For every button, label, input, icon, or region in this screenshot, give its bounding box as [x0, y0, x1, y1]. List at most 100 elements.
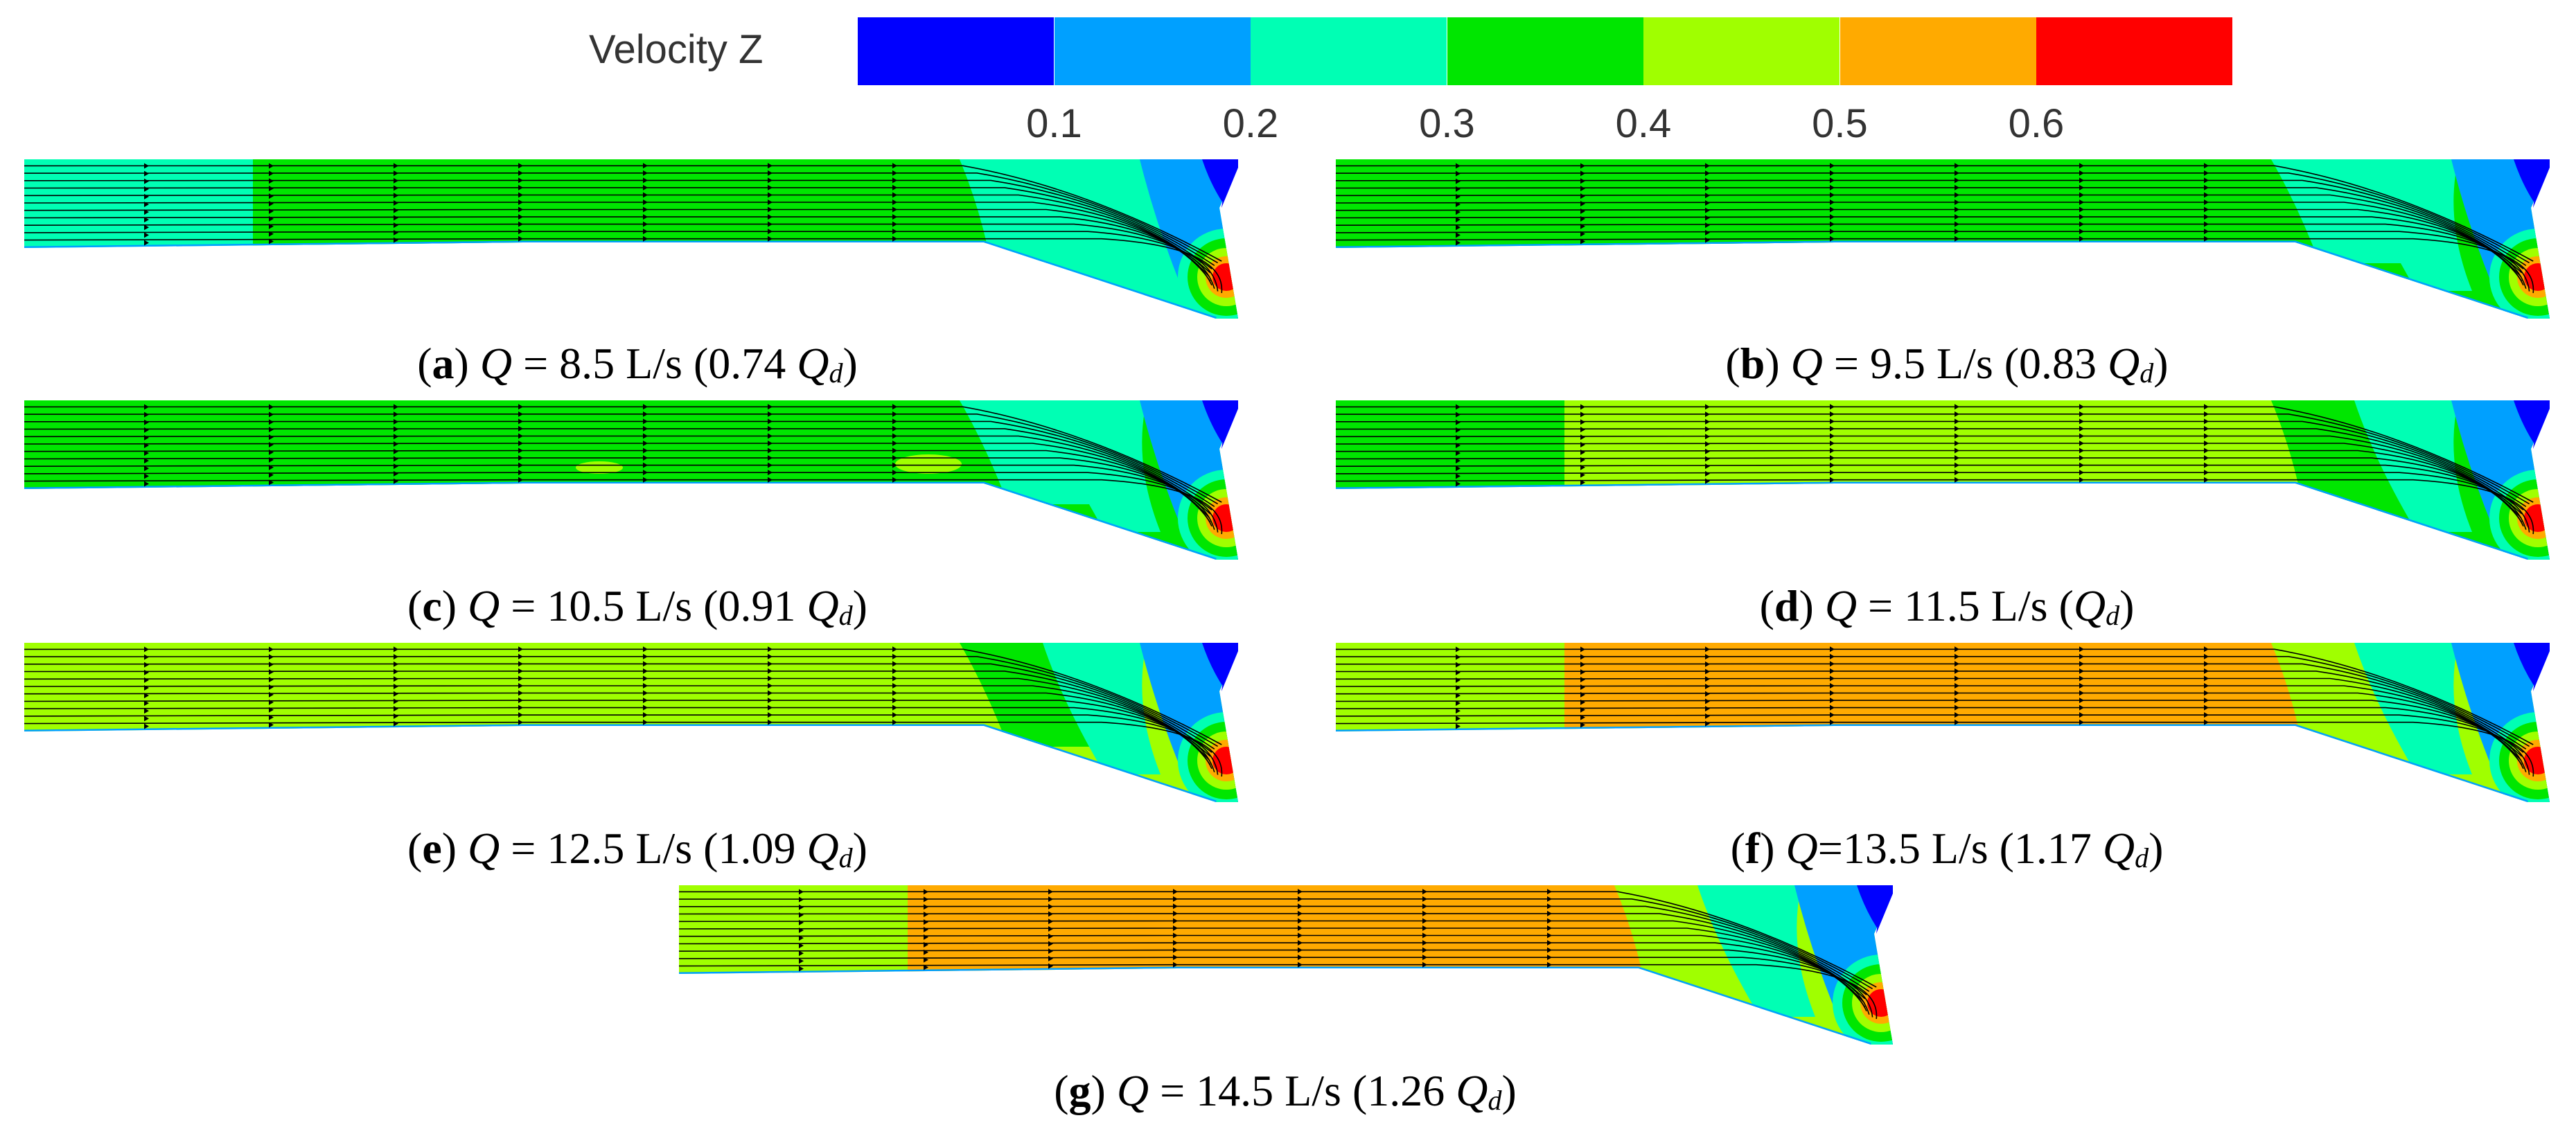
streamline-arrow: [144, 232, 149, 238]
streamline: [1336, 172, 2530, 264]
streamline-arrow: [1705, 470, 1710, 477]
streamline-arrow: [1580, 201, 1585, 206]
streamline-arrow: [1298, 889, 1303, 895]
streamline-arrow: [892, 425, 897, 432]
streamline-arrow: [269, 201, 274, 206]
streamline-arrow: [1955, 170, 1959, 176]
ratio-open: (1.26: [1341, 1066, 1456, 1115]
streamline-arrow: [1830, 661, 1835, 667]
colorbar-swatch: [1054, 17, 1251, 85]
streamline-arrow: [518, 477, 523, 483]
streamline-arrow: [1955, 177, 1959, 184]
streamline-arrow: [1705, 215, 1710, 221]
colorbar-tick-label: 0.4: [1615, 101, 1672, 146]
streamline-arrow: [144, 473, 149, 479]
streamline-arrow: [1955, 698, 1959, 704]
streamline-arrow: [518, 433, 523, 439]
streamline-arrow: [1173, 925, 1178, 931]
panel-a: [24, 159, 1264, 326]
streamline-arrow: [2204, 690, 2209, 696]
panel-letter: f: [1745, 824, 1761, 873]
contour-spot: [576, 461, 623, 474]
design-flow-subscript: d: [2106, 600, 2120, 631]
outlet-wall: [2533, 400, 2550, 449]
streamline-arrow: [518, 411, 523, 417]
streamline-arrow: [144, 450, 149, 456]
streamline-arrow: [1173, 932, 1178, 939]
flow-rate: 9.5 L/s: [1869, 339, 1993, 388]
streamline-arrow: [144, 693, 149, 699]
panel-e: [24, 643, 1264, 809]
streamline-arrow: [2079, 170, 2084, 176]
streamline-arrow: [1705, 448, 1710, 454]
streamline-arrows: [1456, 646, 2209, 729]
streamline-arrow: [394, 207, 398, 213]
streamline-arrow: [1705, 200, 1710, 206]
streamline: [1336, 406, 2534, 503]
streamline-arrow: [924, 957, 928, 963]
streamline-arrow: [1422, 955, 1427, 961]
equals-sign: =: [500, 581, 547, 630]
streamline-arrow: [1705, 654, 1710, 660]
streamline-arrow: [1048, 911, 1053, 917]
streamline-arrow: [1705, 478, 1710, 484]
velocity-field-a: [24, 159, 1238, 319]
streamline: [1336, 479, 2534, 535]
outlet-wall: [1221, 643, 1238, 691]
streamline-arrow: [643, 661, 648, 667]
streamline-arrow: [1456, 419, 1461, 425]
streamline-arrow: [643, 653, 648, 659]
streamline-arrow: [518, 704, 523, 711]
streamline-arrow: [2204, 236, 2209, 242]
contour-region-aqua: [2354, 159, 2472, 291]
velocity-field-f: [1336, 643, 2550, 802]
streamline-arrow: [1955, 675, 1959, 682]
streamline-arrow: [518, 653, 523, 659]
streamline-arrow: [924, 889, 928, 895]
panel-caption: (f) Q=13.5 L/s (1.17 Qd): [1730, 824, 2164, 873]
streamline-arrow: [1547, 903, 1552, 909]
streamline-arrow: [799, 927, 804, 933]
streamline: [1336, 231, 2530, 292]
streamline-arrow: [2204, 698, 2209, 704]
streamline-arrow: [1830, 690, 1835, 696]
streamline-arrow: [394, 411, 398, 418]
streamline-arrow: [2079, 411, 2084, 417]
streamline-arrow: [1955, 462, 1959, 468]
streamline-arrow: [768, 441, 773, 446]
panel-b: [1336, 159, 2576, 326]
streamline-arrow: [1580, 691, 1585, 698]
streamline-arrow: [269, 427, 274, 433]
contour-region-aqua: [1043, 400, 1161, 532]
streamline-arrow: [1547, 947, 1552, 953]
streamline-arrow: [394, 185, 398, 191]
streamline-arrow: [2204, 447, 2209, 454]
streamline: [24, 216, 1212, 286]
streamline-arrow: [1955, 404, 1959, 410]
contour-field: [1336, 159, 2550, 319]
streamline-arrow: [1456, 209, 1461, 215]
streamline-arrow: [1830, 192, 1835, 198]
streamline-arrow: [269, 238, 274, 245]
design-flow-subscript: d: [829, 357, 843, 389]
streamline-arrow: [768, 177, 773, 184]
streamline-arrow: [518, 184, 523, 190]
streamline-arrow: [643, 184, 648, 190]
streamline-arrow: [1580, 404, 1585, 410]
streamline-arrow: [643, 229, 648, 235]
streamline-arrow: [394, 713, 398, 719]
streamline-arrow: [2204, 661, 2209, 667]
streamline-arrow: [924, 964, 928, 970]
ratio-close: ): [852, 824, 867, 873]
streamline-arrow: [2204, 462, 2209, 468]
streamline-arrow: [1298, 955, 1303, 961]
streamline-arrow: [1173, 918, 1178, 924]
streamline-arrow: [144, 700, 149, 707]
streamline-arrow: [1830, 675, 1835, 682]
streamline-arrow: [768, 192, 773, 198]
streamline-arrow: [1830, 462, 1835, 468]
streamline-arrow: [892, 411, 897, 417]
streamline-arrow: [144, 170, 149, 177]
streamline-arrow: [1955, 646, 1959, 653]
streamline-arrow: [799, 889, 804, 895]
